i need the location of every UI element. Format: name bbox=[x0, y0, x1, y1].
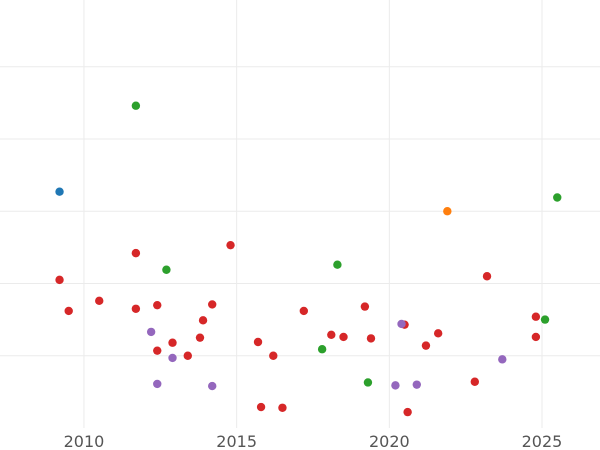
data-point bbox=[553, 193, 562, 202]
x-gridlines bbox=[83, 0, 543, 428]
data-point bbox=[360, 302, 370, 311]
data-point bbox=[208, 300, 217, 309]
x-tick-label: 2025 bbox=[522, 432, 563, 450]
x-tick-label: 2010 bbox=[64, 432, 105, 450]
data-point bbox=[256, 402, 266, 412]
data-point bbox=[55, 275, 64, 285]
data-point bbox=[278, 403, 287, 412]
data-point bbox=[333, 260, 342, 269]
data-point bbox=[412, 380, 421, 389]
data-point bbox=[443, 207, 452, 216]
data-point bbox=[198, 316, 208, 325]
data-point bbox=[470, 377, 480, 386]
data-point bbox=[131, 101, 141, 110]
data-point bbox=[498, 355, 507, 364]
data-point bbox=[531, 332, 541, 342]
data-point bbox=[183, 351, 192, 360]
data-point bbox=[131, 248, 141, 258]
x-tick-labels: 2010 2015 2020 2025 bbox=[64, 432, 563, 450]
data-point bbox=[146, 327, 156, 337]
data-point bbox=[391, 381, 400, 390]
data-point bbox=[208, 381, 217, 391]
data-point bbox=[253, 337, 263, 347]
data-point bbox=[531, 312, 541, 321]
x-tick-label: 2015 bbox=[216, 432, 257, 450]
data-point bbox=[95, 296, 104, 306]
data-point bbox=[397, 319, 406, 329]
data-point bbox=[366, 334, 376, 343]
data-point bbox=[168, 353, 177, 363]
data-point bbox=[403, 407, 412, 417]
data-point bbox=[162, 265, 171, 274]
data-point bbox=[269, 351, 278, 360]
x-tick-label: 2020 bbox=[369, 432, 410, 450]
data-point bbox=[363, 378, 373, 387]
data-points bbox=[55, 101, 562, 417]
data-point bbox=[153, 379, 162, 389]
data-point bbox=[433, 329, 443, 338]
data-point bbox=[153, 346, 162, 355]
data-point bbox=[482, 272, 492, 281]
data-point bbox=[327, 330, 336, 339]
data-point bbox=[299, 306, 309, 316]
data-point bbox=[64, 306, 73, 316]
data-point bbox=[195, 333, 205, 342]
data-point bbox=[226, 240, 235, 250]
data-point bbox=[153, 300, 162, 310]
data-point bbox=[55, 187, 64, 196]
data-point bbox=[317, 345, 327, 354]
y-gridlines bbox=[0, 66, 600, 357]
data-point bbox=[168, 338, 177, 347]
data-point bbox=[339, 332, 348, 342]
data-point bbox=[131, 304, 141, 313]
data-point bbox=[540, 315, 550, 324]
data-point bbox=[421, 341, 431, 350]
